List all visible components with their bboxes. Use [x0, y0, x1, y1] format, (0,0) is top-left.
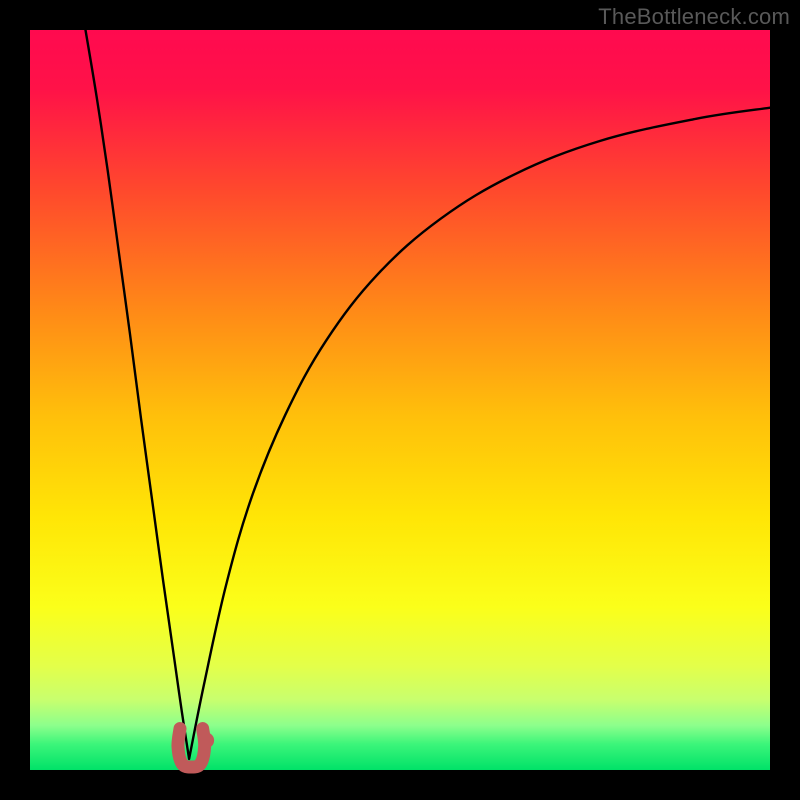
- watermark-text: TheBottleneck.com: [598, 4, 790, 30]
- plot-background: [30, 30, 770, 770]
- chart-root: { "watermark": { "text": "TheBottleneck.…: [0, 0, 800, 800]
- bottleneck-chart: [0, 0, 800, 800]
